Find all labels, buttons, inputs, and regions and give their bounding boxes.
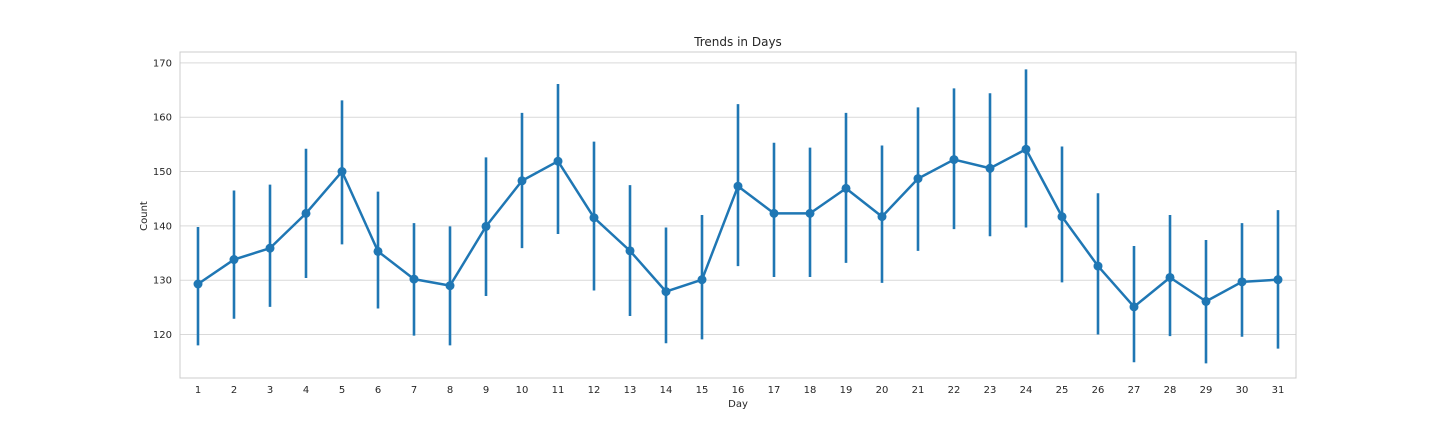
x-tick-label: 12 bbox=[588, 385, 601, 396]
x-tick-label: 7 bbox=[411, 385, 417, 396]
y-tick-label: 150 bbox=[153, 167, 172, 178]
data-point bbox=[1057, 212, 1067, 222]
plot-frame bbox=[179, 51, 1297, 379]
x-tick-label: 19 bbox=[840, 385, 853, 396]
data-point bbox=[1237, 277, 1247, 287]
data-point bbox=[625, 246, 635, 256]
data-points bbox=[193, 144, 1283, 312]
data-point bbox=[337, 167, 347, 177]
data-point bbox=[1129, 302, 1139, 312]
x-tick-label: 24 bbox=[1020, 385, 1033, 396]
x-tick-label: 20 bbox=[876, 385, 889, 396]
data-point bbox=[733, 181, 743, 191]
x-tick-label: 28 bbox=[1164, 385, 1177, 396]
x-tick-label: 21 bbox=[912, 385, 925, 396]
x-tick-labels: 1 2 3 4 5 6 7 8 9 10 11 12 13 14 15 16 17 18 19 20 21 22 23 24 2… bbox=[195, 385, 1285, 396]
y-tick-label: 120 bbox=[153, 330, 172, 341]
data-point bbox=[805, 208, 815, 218]
y-tick-label: 130 bbox=[153, 276, 172, 287]
data-point bbox=[481, 221, 491, 231]
data-point bbox=[697, 275, 707, 285]
x-tick-label: 29 bbox=[1200, 385, 1213, 396]
data-point bbox=[913, 174, 923, 184]
data-point bbox=[985, 163, 995, 173]
x-tick-label: 6 bbox=[375, 385, 381, 396]
data-point bbox=[409, 274, 419, 284]
y-tick-label: 170 bbox=[153, 58, 172, 69]
data-point bbox=[1201, 296, 1211, 306]
x-tick-label: 4 bbox=[303, 385, 309, 396]
data-point bbox=[1021, 144, 1031, 154]
y-axis-label: Count bbox=[139, 201, 150, 231]
x-tick-label: 8 bbox=[447, 385, 453, 396]
data-point bbox=[301, 208, 311, 218]
x-tick-label: 2 bbox=[231, 385, 237, 396]
data-point bbox=[1273, 275, 1283, 285]
data-point bbox=[229, 255, 239, 265]
x-tick-label: 11 bbox=[552, 385, 565, 396]
error-bars bbox=[196, 69, 1280, 364]
data-point bbox=[517, 176, 527, 186]
data-point bbox=[373, 246, 383, 256]
x-tick-label: 3 bbox=[267, 385, 273, 396]
data-point bbox=[661, 287, 671, 297]
data-point bbox=[877, 212, 887, 222]
x-tick-label: 13 bbox=[624, 385, 637, 396]
y-tick-label: 160 bbox=[153, 113, 172, 124]
data-point bbox=[769, 208, 779, 218]
data-point bbox=[553, 156, 563, 166]
y-tick-label: 140 bbox=[153, 221, 172, 232]
x-tick-label: 15 bbox=[696, 385, 709, 396]
y-tick-labels: 120 130 140 150 160 170 bbox=[153, 58, 172, 341]
data-point bbox=[265, 243, 275, 253]
x-tick-label: 30 bbox=[1236, 385, 1249, 396]
x-tick-label: 26 bbox=[1092, 385, 1105, 396]
x-tick-label: 9 bbox=[483, 385, 489, 396]
data-point bbox=[1093, 261, 1103, 271]
x-tick-label: 5 bbox=[339, 385, 345, 396]
data-point bbox=[841, 183, 851, 193]
x-tick-label: 23 bbox=[984, 385, 997, 396]
x-tick-label: 14 bbox=[660, 385, 673, 396]
x-axis-label: Day bbox=[728, 399, 748, 410]
data-point bbox=[193, 279, 203, 289]
x-tick-label: 10 bbox=[516, 385, 529, 396]
chart-title: Trends in Days bbox=[693, 35, 782, 49]
x-tick-label: 31 bbox=[1272, 385, 1285, 396]
data-point bbox=[1165, 272, 1175, 282]
data-point bbox=[949, 155, 959, 165]
x-tick-label: 25 bbox=[1056, 385, 1069, 396]
x-tick-label: 27 bbox=[1128, 385, 1141, 396]
x-tick-label: 22 bbox=[948, 385, 961, 396]
x-tick-label: 1 bbox=[195, 385, 201, 396]
x-tick-label: 16 bbox=[732, 385, 745, 396]
x-tick-label: 18 bbox=[804, 385, 817, 396]
data-point bbox=[445, 281, 455, 291]
x-tick-label: 17 bbox=[768, 385, 781, 396]
data-point bbox=[589, 213, 599, 223]
